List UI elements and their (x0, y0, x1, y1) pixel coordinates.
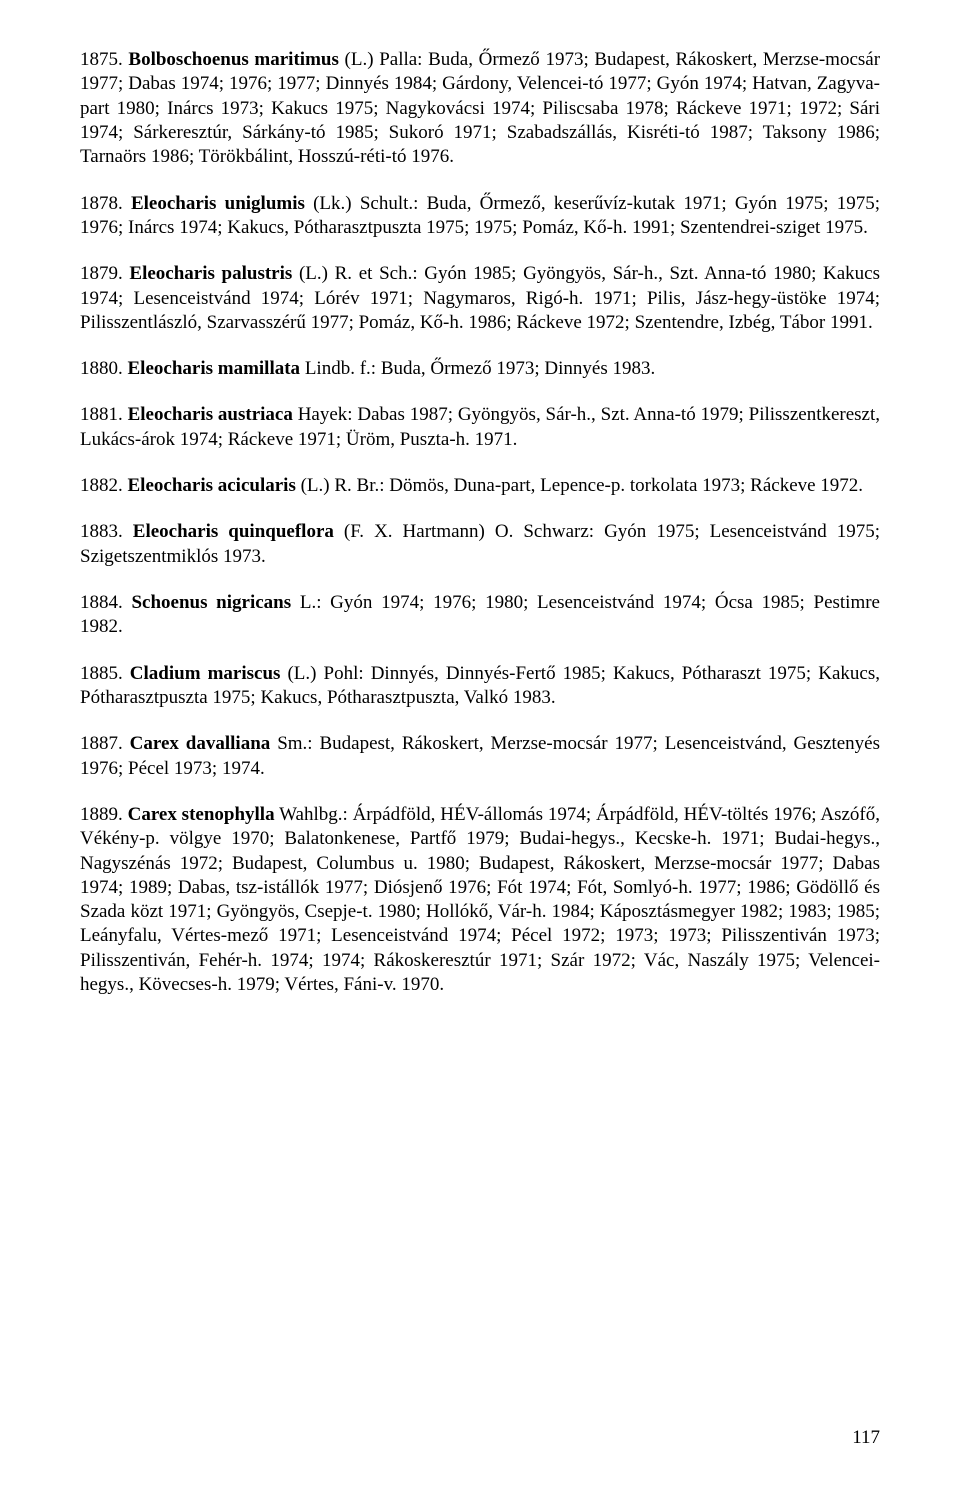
entry-authority: (L.) R. Br.: (301, 475, 385, 496)
entry-number: 1889. (80, 804, 123, 825)
species-entry: 1885. Cladium mariscus (L.) Pohl: Dinnyé… (80, 662, 880, 711)
entry-number: 1885. (80, 663, 123, 684)
species-entry: 1884. Schoenus nigricans L.: Gyón 1974; … (80, 591, 880, 640)
entry-number: 1887. (80, 733, 123, 754)
entry-number: 1881. (80, 404, 123, 425)
document-page: 1875. Bolboschoenus maritimus (L.) Palla… (0, 0, 960, 1485)
entry-authority: Wahlbg.: (279, 804, 348, 825)
species-name: Cladium mariscus (130, 663, 281, 684)
species-name: Bolboschoenus maritimus (128, 49, 338, 70)
entry-body: Árpádföld, HÉV-állomás 1974; Árpádföld, … (80, 804, 880, 995)
entry-authority: Hayek: (298, 404, 353, 425)
entry-authority: (Lk.) Schult.: (313, 193, 418, 214)
species-entry: 1889. Carex stenophylla Wahlbg.: Árpádfö… (80, 803, 880, 998)
entry-authority: (L.) R. et Sch.: (299, 263, 418, 284)
species-name: Eleocharis acicularis (128, 475, 296, 496)
species-name: Eleocharis mamillata (128, 358, 301, 379)
entry-body: Dömös, Duna-part, Lepence-p. torkolata 1… (385, 475, 864, 496)
species-entry: 1878. Eleocharis uniglumis (Lk.) Schult.… (80, 192, 880, 241)
entry-authority: (L.) Palla: (345, 49, 423, 70)
entry-number: 1884. (80, 592, 123, 613)
entry-number: 1882. (80, 475, 123, 496)
species-name: Eleocharis quinqueflora (133, 521, 334, 542)
species-entry: 1880. Eleocharis mamillata Lindb. f.: Bu… (80, 357, 880, 381)
entry-number: 1883. (80, 521, 123, 542)
species-name: Schoenus nigricans (131, 592, 291, 613)
species-name: Carex stenophylla (128, 804, 275, 825)
page-number: 117 (852, 1427, 880, 1449)
species-entry: 1881. Eleocharis austriaca Hayek: Dabas … (80, 403, 880, 452)
species-name: Eleocharis austriaca (128, 404, 293, 425)
species-entry: 1887. Carex davalliana Sm.: Budapest, Rá… (80, 732, 880, 781)
species-entry: 1875. Bolboschoenus maritimus (L.) Palla… (80, 48, 880, 170)
species-name: Carex davalliana (130, 733, 271, 754)
entry-authority: Sm.: (277, 733, 312, 754)
entry-authority: Lindb. f.: (305, 358, 376, 379)
entry-number: 1875. (80, 49, 123, 70)
entry-authority: (F. X. Hartmann) O. Schwarz: (344, 521, 594, 542)
species-entry: 1879. Eleocharis palustris (L.) R. et Sc… (80, 262, 880, 335)
entry-body: Buda, Őrmező 1973; Dinnyés 1983. (376, 358, 655, 379)
entry-number: 1878. (80, 193, 123, 214)
species-name: Eleocharis uniglumis (131, 193, 305, 214)
species-name: Eleocharis palustris (129, 263, 292, 284)
entry-number: 1880. (80, 358, 123, 379)
species-entry: 1882. Eleocharis acicularis (L.) R. Br.:… (80, 474, 880, 498)
entry-number: 1879. (80, 263, 123, 284)
species-entry: 1883. Eleocharis quinqueflora (F. X. Har… (80, 520, 880, 569)
entry-authority: (L.) Pohl: (287, 663, 363, 684)
entry-authority: L.: (300, 592, 322, 613)
